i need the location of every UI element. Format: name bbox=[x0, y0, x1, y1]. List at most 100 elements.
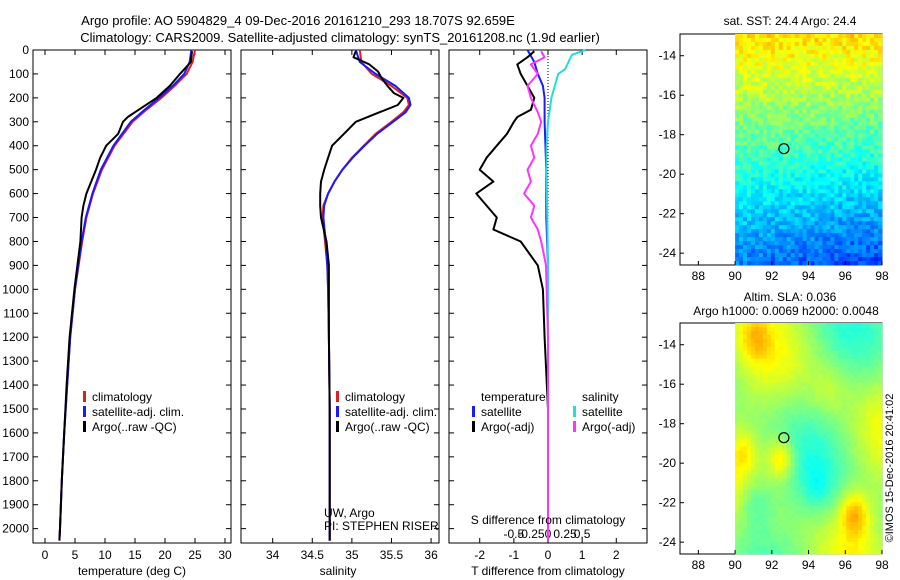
sst_map-cell bbox=[794, 77, 800, 83]
sst_map-cell bbox=[822, 93, 827, 99]
sst_map-cell bbox=[747, 121, 752, 126]
sla_map-cell bbox=[878, 334, 883, 340]
sst_map-cell bbox=[846, 49, 851, 55]
sst_map-cell bbox=[806, 185, 811, 190]
sla_map-cell bbox=[810, 334, 815, 340]
sla_map-cell bbox=[866, 482, 871, 487]
sst_map-cell bbox=[802, 253, 807, 258]
sst_map-cell bbox=[870, 133, 875, 138]
sst_map-cell bbox=[826, 65, 831, 71]
sst_map-cell bbox=[826, 225, 831, 230]
sst_map-cell bbox=[774, 37, 780, 43]
sst_map-cell bbox=[838, 49, 843, 55]
sst_map-cell bbox=[762, 245, 768, 250]
sla_map-cell bbox=[830, 338, 835, 344]
sla_map-cell bbox=[786, 382, 792, 388]
sla_map-cell bbox=[770, 342, 776, 348]
sst_map-cell bbox=[858, 81, 863, 87]
sla_map-cell bbox=[870, 338, 875, 344]
sla_map-cell bbox=[735, 378, 740, 384]
sla_map-cell bbox=[830, 366, 835, 372]
sst_map-cell bbox=[858, 77, 863, 83]
sla_map-cell bbox=[786, 514, 792, 519]
sst_map-cell bbox=[739, 93, 744, 99]
sst_map-cell bbox=[846, 173, 851, 178]
sst_map-cell bbox=[814, 221, 819, 226]
sst_map-cell bbox=[794, 149, 800, 154]
sst_map-cell bbox=[747, 117, 752, 123]
sst_map-cell bbox=[870, 49, 875, 55]
sla_map-ytick-label: -14 bbox=[659, 338, 677, 352]
sla_map-cell bbox=[806, 414, 811, 419]
sla_map-cell bbox=[794, 406, 800, 412]
sla_map-cell bbox=[838, 374, 843, 380]
sla_map-cell bbox=[778, 482, 784, 487]
sst_map-cell bbox=[743, 141, 748, 146]
sst_map-cell bbox=[743, 257, 748, 262]
sst_map-cell bbox=[750, 37, 756, 43]
sst_map-cell bbox=[735, 249, 740, 254]
sst_map-cell bbox=[878, 37, 883, 43]
sla_map-cell bbox=[846, 342, 851, 348]
temperature-xlabel: temperature (deg C) bbox=[78, 564, 186, 578]
sst_map-cell bbox=[786, 49, 792, 55]
sst_map-cell bbox=[747, 85, 752, 91]
sla_map-cell bbox=[762, 330, 768, 336]
sst_map-cell bbox=[810, 61, 815, 67]
sla_map-cell bbox=[854, 390, 859, 396]
sst_map-cell bbox=[806, 37, 811, 43]
sst_map-cell bbox=[750, 73, 756, 79]
sst_map-cell bbox=[758, 205, 764, 210]
sst_map-cell bbox=[754, 41, 760, 47]
sst_map-cell bbox=[774, 65, 780, 71]
sst_map-cell bbox=[850, 161, 855, 166]
sst_map-cell bbox=[874, 45, 879, 51]
sla_map-cell bbox=[758, 506, 764, 511]
sla_map-cell bbox=[870, 474, 875, 479]
sst_map-cell bbox=[818, 173, 823, 178]
sst_map-cell bbox=[814, 229, 819, 234]
sla_map-cell bbox=[846, 486, 851, 491]
sla_map-cell bbox=[786, 370, 792, 376]
sla_map-cell bbox=[770, 330, 776, 336]
sst_map-cell bbox=[739, 153, 744, 158]
sla_map-cell bbox=[762, 334, 768, 340]
sla_map-cell bbox=[862, 323, 867, 328]
sst_map-cell bbox=[806, 225, 811, 230]
sla_map-cell bbox=[762, 394, 768, 400]
sla_map-cell bbox=[806, 330, 811, 336]
sst_map-cell bbox=[747, 217, 752, 222]
sst_map-cell bbox=[818, 65, 823, 71]
sla_map-cell bbox=[747, 494, 752, 499]
sla_map-cell bbox=[834, 530, 839, 535]
sst_map-cell bbox=[778, 225, 784, 230]
sst_map-cell bbox=[862, 261, 867, 266]
sla_map-cell bbox=[822, 450, 827, 455]
sla_map-cell bbox=[858, 362, 863, 368]
sst_map-cell bbox=[842, 121, 847, 126]
sst_map-cell bbox=[838, 45, 843, 51]
sla_map-cell bbox=[806, 342, 811, 348]
sla_map-cell bbox=[866, 506, 871, 511]
sst_map-cell bbox=[810, 237, 815, 242]
sla_map-cell bbox=[862, 430, 867, 435]
sst_map-cell bbox=[818, 69, 823, 75]
sst_map-cell bbox=[802, 249, 807, 254]
sst_map-cell bbox=[858, 65, 863, 71]
sst_map-cell bbox=[878, 81, 883, 87]
sla_map-cell bbox=[870, 430, 875, 435]
sst_map-cell bbox=[846, 105, 851, 111]
sst_map-cell bbox=[802, 121, 807, 126]
sst_map-cell bbox=[754, 57, 760, 63]
sla_map-cell bbox=[778, 474, 784, 479]
sst_map-cell bbox=[782, 45, 788, 51]
sst_map-cell bbox=[806, 161, 811, 166]
sst_map-cell bbox=[754, 113, 760, 119]
sla_map-cell bbox=[743, 510, 748, 515]
sla_map-cell bbox=[818, 394, 823, 400]
sla_map-ytick-label: -18 bbox=[659, 417, 677, 431]
sla_map-cell bbox=[802, 438, 807, 443]
sst_map-cell bbox=[862, 189, 867, 194]
sla_map-cell bbox=[739, 530, 744, 535]
sla_map-cell bbox=[774, 458, 780, 463]
